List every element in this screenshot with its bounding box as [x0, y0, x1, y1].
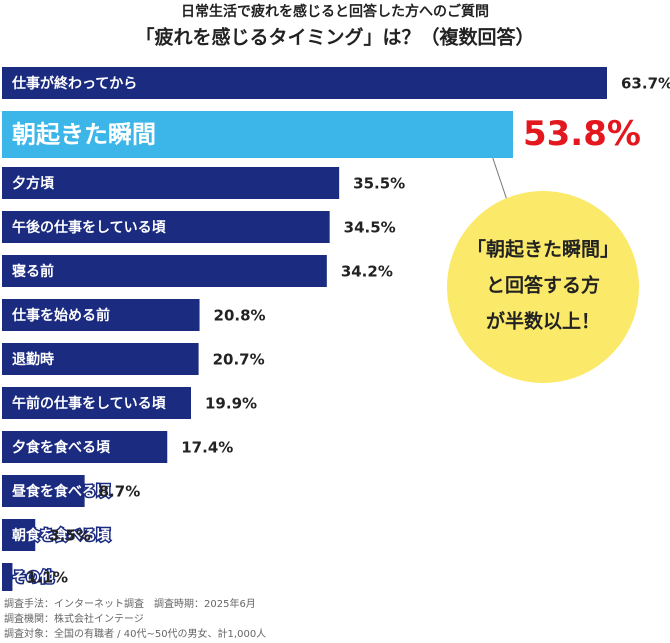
callout-text: が半数以上！ [486, 310, 600, 333]
bar [2, 519, 36, 551]
category-label: 朝食を食べる頃 [12, 527, 111, 544]
category-label: 昼食を食べる頃 [12, 483, 111, 500]
footnote: 調査機関：株式会社インテージ [4, 612, 144, 625]
category-label: 朝起きた瞬間 [12, 121, 156, 149]
bar [2, 255, 327, 287]
value-label: 20.8% [214, 307, 266, 325]
value-label: 20.7% [213, 351, 265, 369]
bar [2, 299, 200, 331]
chart-subtitle: 「疲れを感じるタイミング」は？（複数回答） [135, 26, 534, 49]
bar [2, 431, 168, 463]
value-label: 35.5% [353, 175, 405, 193]
category-label: 寝る前 [12, 263, 54, 280]
value-label: 19.9% [205, 395, 257, 413]
category-label: 仕事が終わってから [11, 75, 137, 92]
bar [2, 387, 192, 419]
value-label: 17.4% [181, 439, 233, 457]
category-label: 退勤時 [12, 351, 54, 368]
category-label: 午前の仕事をしている頃 [12, 395, 167, 412]
category-label: その他 [12, 569, 54, 586]
value-label: 34.2% [341, 263, 393, 281]
bar [2, 111, 513, 158]
callout-circle [447, 191, 639, 383]
value-label: 8.7% [99, 483, 141, 501]
bar [2, 563, 13, 591]
category-label: 仕事を始める前 [11, 307, 110, 324]
bar [2, 211, 330, 243]
bar [2, 343, 199, 375]
bar [2, 167, 340, 199]
category-label: 夕方頃 [12, 175, 55, 192]
category-label: 夕食を食べる頃 [12, 439, 111, 456]
value-label: 1.1% [26, 569, 68, 587]
bar [2, 475, 85, 507]
bar [2, 67, 607, 99]
chart-title: 日常生活で疲れを感じると回答した方へのご質問 [181, 3, 489, 20]
footnote: 調査対象：全国の有職者 / 40代~50代の男女、計1,000人 [4, 627, 266, 639]
value-label: 3.5% [49, 527, 91, 545]
callout-text: 「朝起きた瞬間」 [467, 238, 619, 261]
value-label: 53.8% [523, 114, 641, 154]
value-label: 34.5% [344, 219, 396, 237]
category-label: 午後の仕事をしている頃 [12, 219, 167, 236]
value-label: 63.7% [621, 75, 670, 93]
footnote: 調査手法：インターネット調査 調査時期：2025年6月 [4, 597, 256, 610]
callout-text: と回答する方 [486, 274, 600, 297]
